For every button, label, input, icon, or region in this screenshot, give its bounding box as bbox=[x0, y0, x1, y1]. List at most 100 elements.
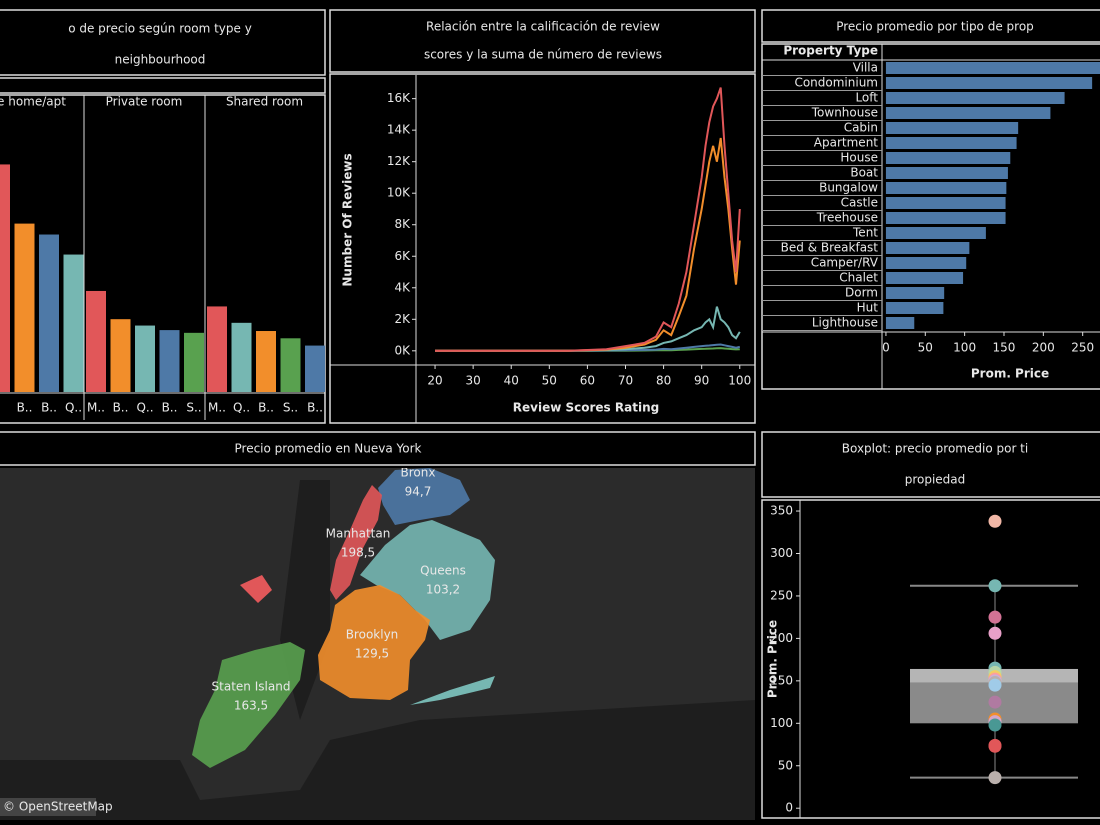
category-label: Bed & Breakfast bbox=[781, 241, 879, 255]
y-tick-label: 200 bbox=[770, 631, 793, 645]
map-region bbox=[378, 468, 470, 525]
x-tick-label: 50 bbox=[918, 341, 933, 355]
y-tick-label: 16K bbox=[387, 91, 411, 105]
chart-title: neighbourhood bbox=[115, 53, 206, 67]
category-label: Boat bbox=[850, 166, 878, 180]
point bbox=[988, 626, 1002, 640]
y-tick-label: 0 bbox=[785, 801, 793, 815]
bar bbox=[0, 164, 10, 392]
y-tick-label: 10K bbox=[387, 186, 411, 200]
category-label: Condominium bbox=[794, 76, 878, 90]
panel-frame bbox=[761, 43, 1100, 390]
bar bbox=[885, 107, 1051, 119]
map-region bbox=[330, 485, 382, 600]
point bbox=[988, 695, 1002, 709]
y-tick-label: 4K bbox=[394, 280, 411, 294]
panel-frame bbox=[329, 73, 756, 424]
map-region bbox=[318, 585, 430, 700]
bar bbox=[14, 223, 35, 392]
x-tick-label: 150 bbox=[993, 341, 1016, 355]
bar bbox=[885, 182, 1007, 194]
x-tick-label: M.. bbox=[87, 401, 105, 415]
x-tick-label: 20 bbox=[427, 374, 442, 388]
x-tick-label: Q.. bbox=[233, 401, 250, 415]
y-tick-label: 300 bbox=[770, 546, 793, 560]
x-tick-label: 80 bbox=[656, 374, 671, 388]
x-tick-label: 250 bbox=[1071, 341, 1094, 355]
panel-frame bbox=[761, 9, 1100, 43]
panel-header: Private room bbox=[106, 95, 183, 109]
bar bbox=[885, 212, 1006, 224]
bar bbox=[885, 77, 1093, 89]
bar bbox=[256, 331, 276, 392]
x-axis-label: Review Scores Rating bbox=[513, 401, 659, 415]
y-tick-label: 250 bbox=[770, 588, 793, 602]
bar bbox=[110, 319, 131, 392]
y-tick-label: 50 bbox=[778, 758, 793, 772]
point bbox=[988, 739, 1002, 753]
region-value: 103,2 bbox=[426, 583, 460, 597]
bar bbox=[159, 330, 180, 392]
bar bbox=[885, 137, 1017, 149]
y-tick-label: 8K bbox=[394, 217, 411, 231]
region-value: 163,5 bbox=[234, 699, 268, 713]
category-label: Hut bbox=[857, 301, 879, 315]
x-tick-label: S.. bbox=[283, 401, 298, 415]
map-region bbox=[360, 520, 495, 640]
panel-frame bbox=[0, 9, 326, 76]
category-label: Camper/RV bbox=[811, 256, 879, 270]
bar bbox=[86, 290, 106, 392]
bar bbox=[885, 317, 915, 329]
point bbox=[988, 514, 1002, 528]
x-tick-label: 100 bbox=[953, 341, 976, 355]
bar bbox=[885, 287, 945, 299]
x-tick-label: 30 bbox=[465, 374, 480, 388]
y-tick-label: 14K bbox=[387, 123, 411, 137]
category-label: Lighthouse bbox=[812, 316, 878, 330]
x-tick-label: 90 bbox=[694, 374, 709, 388]
x-tick-label: B.. bbox=[17, 401, 33, 415]
category-label: House bbox=[840, 151, 878, 165]
bar bbox=[231, 322, 252, 392]
x-tick-label: 70 bbox=[618, 374, 633, 388]
x-tick-label: Q.. bbox=[65, 401, 82, 415]
x-tick-label: 200 bbox=[1032, 341, 1055, 355]
bar bbox=[885, 167, 1008, 179]
y-axis-label: Number Of Reviews bbox=[341, 153, 355, 286]
x-tick-label: 0 bbox=[882, 341, 890, 355]
x-tick-label: M.. bbox=[208, 401, 226, 415]
x-tick-label: B.. bbox=[258, 401, 274, 415]
y-tick-label: 100 bbox=[770, 716, 793, 730]
y-tick-label: 350 bbox=[770, 504, 793, 518]
panel-header: Shared room bbox=[226, 95, 303, 109]
category-label: Apartment bbox=[814, 136, 878, 150]
bar bbox=[885, 197, 1006, 209]
map-region bbox=[410, 676, 495, 705]
x-tick-label: 40 bbox=[504, 374, 519, 388]
bar bbox=[885, 242, 970, 254]
category-label: Chalet bbox=[839, 271, 878, 285]
x-tick-label: B.. bbox=[41, 401, 57, 415]
category-label: Tent bbox=[852, 226, 878, 240]
attribution-bg bbox=[0, 798, 96, 816]
water bbox=[0, 480, 755, 820]
category-label: Loft bbox=[855, 91, 878, 105]
bar bbox=[885, 62, 1100, 74]
bar bbox=[63, 254, 84, 392]
x-tick-label: B.. bbox=[307, 401, 323, 415]
region-value: 129,5 bbox=[355, 647, 389, 661]
panel-header: e home/apt bbox=[0, 95, 66, 109]
chart-title: scores y la suma de número de reviews bbox=[424, 48, 662, 62]
panel-frame bbox=[0, 77, 326, 94]
chart-title: o de precio según room type y bbox=[68, 22, 252, 36]
panel-frame bbox=[761, 431, 1100, 498]
bar bbox=[885, 122, 1019, 134]
region-name: Queens bbox=[420, 564, 466, 578]
x-tick-label: 60 bbox=[580, 374, 595, 388]
region-name: Staten Island bbox=[212, 680, 291, 694]
category-label: Treehouse bbox=[816, 211, 878, 225]
panel-frame bbox=[0, 94, 326, 424]
x-tick-label: 50 bbox=[542, 374, 557, 388]
region-name: Brooklyn bbox=[346, 628, 399, 642]
